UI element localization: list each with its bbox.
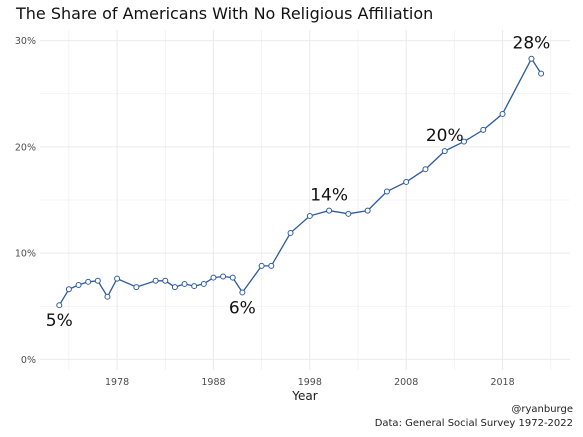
data-point: [403, 178, 410, 185]
data-point: [441, 148, 448, 155]
data-point: [499, 110, 506, 117]
data-point: [104, 293, 111, 300]
x-tick-label: 2018: [490, 377, 514, 388]
data-point: [191, 283, 198, 290]
axis-layer: 0% 10% 20% 30% 1978 1988 1998 2008 2018: [15, 36, 515, 388]
y-tick-label: 10%: [15, 249, 36, 260]
grid-layer: [40, 30, 570, 370]
x-axis-title: Year: [291, 389, 317, 403]
credit-handle: @ryanburge: [511, 404, 573, 415]
data-point: [75, 282, 82, 288]
data-point: [326, 207, 333, 214]
data-point: [480, 126, 487, 133]
y-tick-label: 20%: [15, 142, 36, 153]
data-point: [133, 284, 140, 291]
data-point: [306, 212, 313, 219]
y-tick-label: 0%: [21, 355, 36, 366]
data-point: [364, 207, 371, 214]
series-layer: [56, 55, 545, 309]
data-point: [94, 277, 101, 284]
annotation-label: 6%: [229, 298, 256, 318]
data-point: [345, 210, 352, 217]
series-line: [58, 57, 542, 306]
data-point: [162, 277, 169, 284]
data-point: [422, 166, 429, 173]
data-point: [220, 273, 227, 280]
annotation-label: 20%: [426, 126, 464, 146]
data-point: [171, 284, 178, 291]
data-point: [239, 289, 246, 296]
x-tick-label: 1998: [298, 377, 322, 388]
data-point: [229, 274, 236, 281]
data-point: [268, 262, 275, 269]
annotation-label: 14%: [310, 186, 348, 206]
data-point: [114, 275, 121, 282]
x-tick-label: 2008: [394, 377, 418, 388]
data-point: [181, 280, 188, 287]
data-point: [287, 229, 294, 236]
credit-source: Data: General Social Survey 1972-2022: [374, 418, 573, 429]
data-point: [200, 280, 207, 287]
annotation-label: 5%: [46, 311, 73, 331]
data-point: [85, 278, 92, 285]
data-point: [528, 55, 535, 62]
data-point: [152, 277, 159, 284]
chart-title: The Share of Americans With No Religious…: [16, 4, 434, 23]
data-point: [210, 274, 217, 281]
data-point: [258, 262, 265, 269]
annotation-label: 28%: [513, 34, 551, 54]
y-tick-label: 30%: [15, 36, 36, 47]
data-point: [65, 286, 72, 293]
data-point: [538, 70, 545, 77]
x-tick-label: 1988: [201, 377, 225, 388]
data-point: [383, 188, 390, 195]
data-point: [56, 302, 63, 309]
annotation-layer: 5% 6% 14% 20% 28%: [46, 34, 551, 332]
data-point: [461, 138, 467, 145]
x-tick-label: 1978: [105, 377, 129, 388]
